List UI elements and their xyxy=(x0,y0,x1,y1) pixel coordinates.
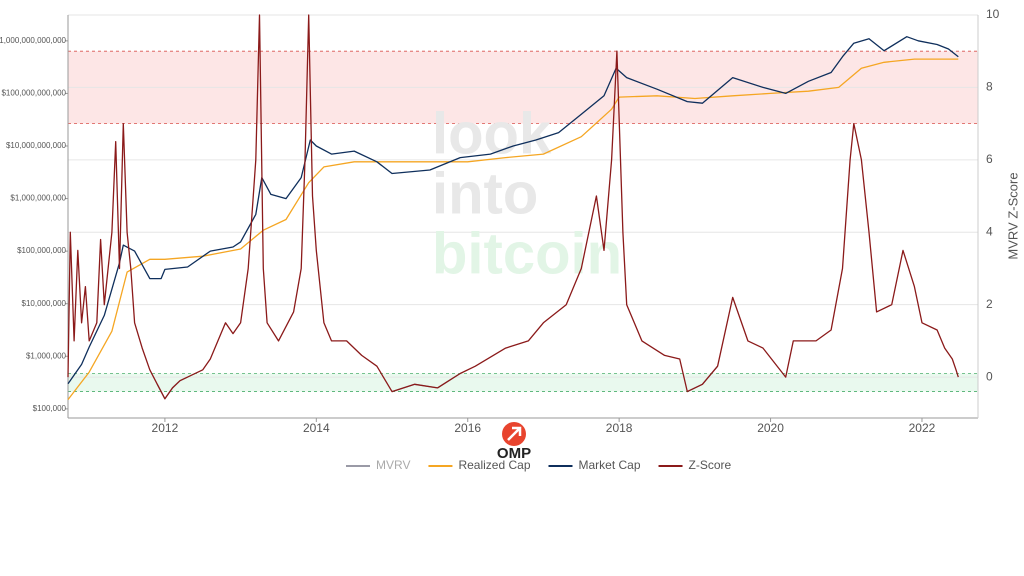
x-tick-label: 2018 xyxy=(606,421,633,435)
y2-tick-label: 6 xyxy=(986,152,993,166)
x-tick-label: 2014 xyxy=(303,421,330,435)
series-line xyxy=(67,36,959,385)
y2-tick-label: 0 xyxy=(986,369,993,383)
y2-axis-title: MVRV Z-Score xyxy=(1005,172,1020,259)
watermark: look into bitcoin xyxy=(432,101,622,286)
logo: OMP xyxy=(497,422,531,462)
watermark-text: bitcoin xyxy=(432,221,622,286)
bands xyxy=(68,14,978,392)
zone-band xyxy=(68,373,978,392)
watermark-text: into xyxy=(432,161,538,226)
legend-label: Market Cap xyxy=(579,458,641,472)
x-tick-label: 2016 xyxy=(454,421,481,435)
y-tick-label: $1,000,000 xyxy=(26,351,67,360)
y2-tick-label: 10 xyxy=(986,7,1000,21)
y2-tick-label: 2 xyxy=(986,297,993,311)
x-tick-label: 2022 xyxy=(909,421,936,435)
y-tick-label: $10,000,000,000 xyxy=(6,141,67,150)
watermark-text: look xyxy=(432,101,552,166)
x-tick-label: 2020 xyxy=(757,421,784,435)
legend-label: Z-Score xyxy=(689,458,732,472)
y2-tick-label: 8 xyxy=(986,80,993,94)
y-tick-label: $1,000,000,000 xyxy=(10,194,66,203)
series-line xyxy=(67,58,959,400)
series-line xyxy=(67,14,959,400)
legend-label: Realized Cap xyxy=(458,458,530,472)
logo-arrow xyxy=(507,426,522,441)
y-tick-label: $1,000,000,000,000 xyxy=(0,36,67,45)
y-tick-label: $100,000,000,000 xyxy=(1,89,66,98)
y-tick-label: $100,000,000 xyxy=(17,246,66,255)
y2-tick-label: 4 xyxy=(986,224,993,238)
legend-label: MVRV xyxy=(376,458,410,472)
logo-text: OMP xyxy=(497,445,531,462)
y-tick-label: $10,000,000 xyxy=(22,299,67,308)
legend: MVRV Realized Cap Market Cap Z-Score xyxy=(346,458,732,472)
y-tick-label: $100,000 xyxy=(33,404,67,413)
x-tick-label: 2012 xyxy=(152,421,179,435)
